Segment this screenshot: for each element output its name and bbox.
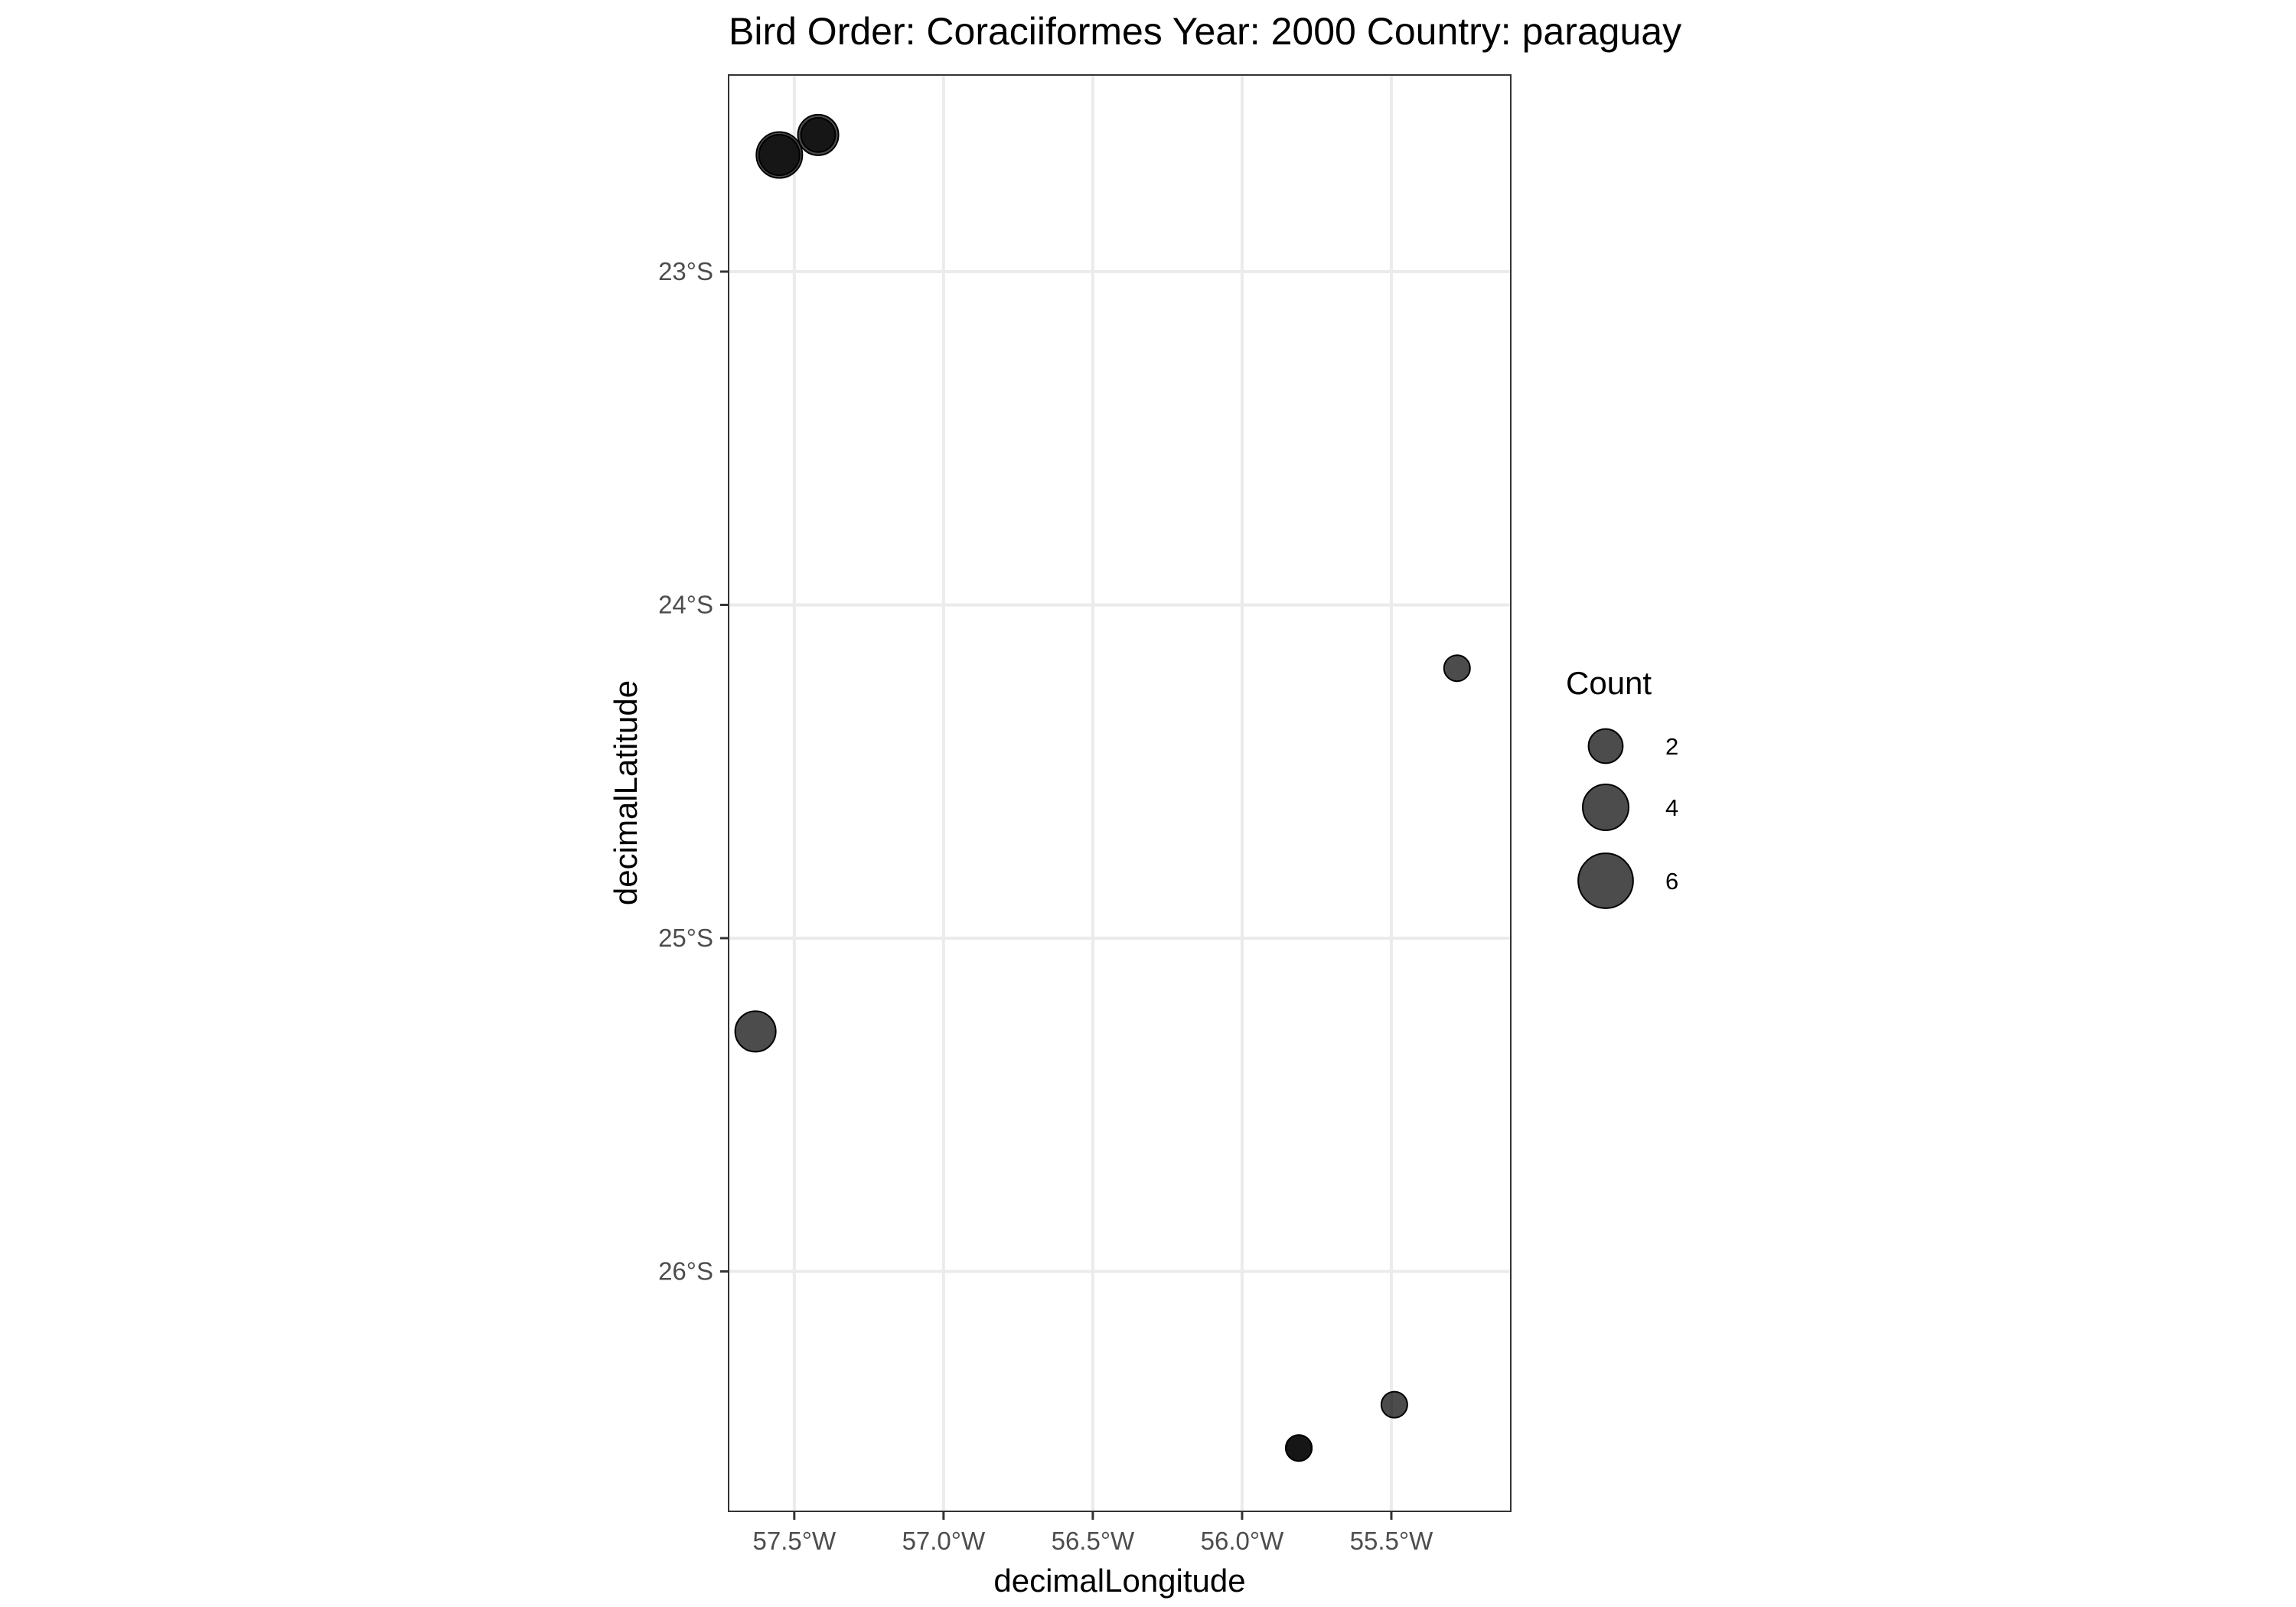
- data-point: [800, 117, 837, 153]
- y-tick-label: 25°S: [658, 924, 713, 952]
- x-tick-label: 55.5°W: [1350, 1527, 1433, 1555]
- legend-label: 4: [1665, 794, 1678, 821]
- x-tick-label: 57.5°W: [753, 1527, 837, 1555]
- legend-key: [1577, 852, 1634, 909]
- y-tick-label: 24°S: [658, 590, 713, 618]
- grid-layer: [729, 75, 1511, 1511]
- data-point: [1285, 1434, 1313, 1462]
- y-tick-label: 23°S: [658, 257, 713, 285]
- x-tick-label: 56.5°W: [1052, 1527, 1135, 1555]
- x-axis: 57.5°W 57.0°W 56.5°W 56.0°W 55.5°W: [753, 1511, 1433, 1555]
- points-layer: [734, 113, 1471, 1462]
- legend-keys: 2 4 6: [1577, 728, 1678, 909]
- panel-border: [728, 74, 1512, 1512]
- x-tick-label: 57.0°W: [902, 1527, 986, 1555]
- y-axis-title: decimalLatitude: [608, 680, 644, 905]
- chart-title: Bird Order: Coraciiformes Year: 2000 Cou…: [729, 10, 1681, 53]
- legend-label: 2: [1665, 733, 1678, 760]
- x-tick-label: 56.0°W: [1201, 1527, 1284, 1555]
- data-point: [1443, 654, 1471, 683]
- legend-label: 6: [1665, 868, 1678, 895]
- data-point: [734, 1010, 777, 1053]
- data-point: [1380, 1390, 1408, 1419]
- legend-title: Count: [1566, 665, 1652, 701]
- legend-key: [1582, 784, 1629, 831]
- legend: Count 2 4 6: [1566, 665, 1678, 909]
- data-point: [758, 134, 801, 177]
- y-axis: 23°S 24°S 25°S 26°S: [658, 257, 729, 1285]
- x-axis-title: decimalLongitude: [993, 1563, 1245, 1599]
- y-tick-label: 26°S: [658, 1257, 713, 1285]
- legend-key: [1587, 728, 1624, 764]
